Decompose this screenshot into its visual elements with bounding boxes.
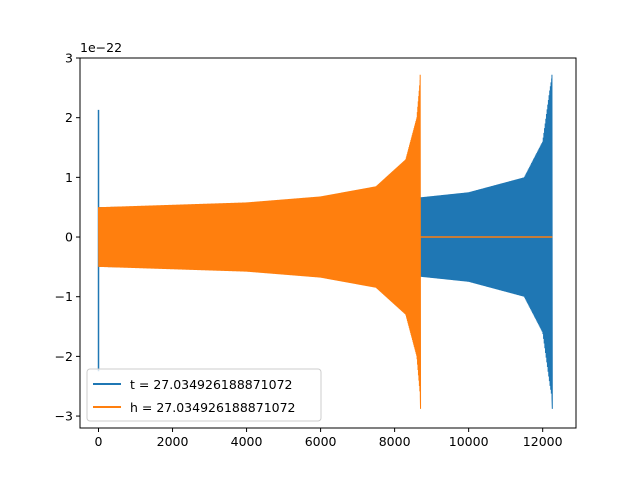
y-tick-label: −2 [55, 349, 73, 364]
y-tick-label: 1 [65, 170, 73, 185]
x-tick-label: 0 [95, 434, 103, 449]
legend-label-h: h = 27.034926188871072 [130, 400, 296, 415]
axes-frame [79, 57, 577, 429]
y-tick-label: 0 [65, 230, 73, 245]
legend-label-t: t = 27.034926188871072 [130, 377, 293, 392]
y-axis: 3 2 1 0 −1 −2 −3 [55, 51, 80, 424]
y-tick-label: −3 [55, 409, 73, 424]
x-tick-label: 8000 [379, 434, 411, 449]
y-scale-offset-label: 1e−22 [80, 40, 122, 55]
y-tick-label: 2 [65, 110, 73, 125]
y-tick-label: 3 [65, 51, 73, 66]
x-tick-label: 2000 [157, 434, 189, 449]
series-h-line [98, 74, 422, 409]
x-tick-label: 4000 [231, 434, 263, 449]
x-tick-label: 10000 [449, 434, 489, 449]
plot-area [97, 74, 553, 409]
y-tick-label: −1 [55, 289, 73, 304]
legend-box [86, 368, 322, 422]
x-axis: 0 2000 4000 6000 8000 10000 12000 [95, 428, 563, 449]
x-tick-label: 12000 [523, 434, 563, 449]
x-tick-label: 6000 [305, 434, 337, 449]
legend: t = 27.034926188871072 h = 27.0349261888… [86, 368, 322, 422]
